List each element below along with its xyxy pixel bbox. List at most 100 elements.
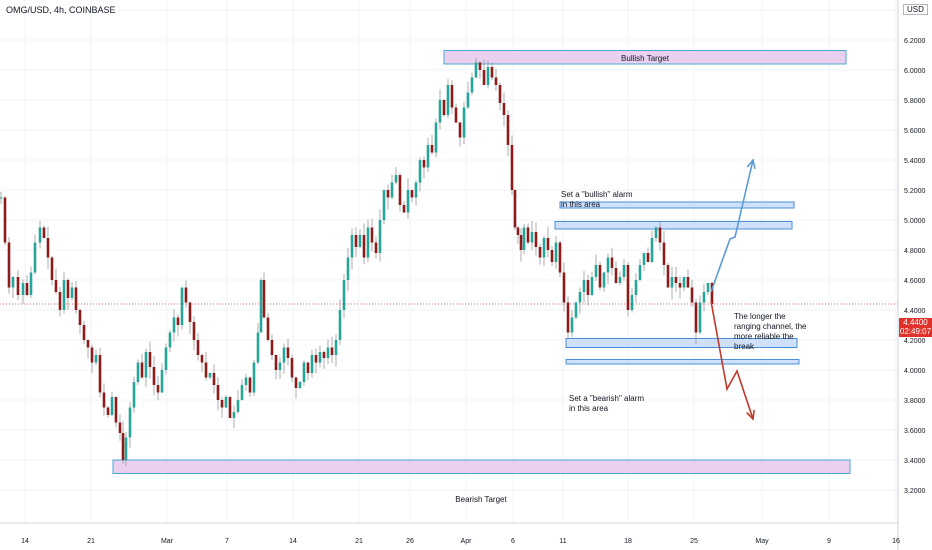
x-tick-label: 6 xyxy=(511,538,515,545)
candle-body xyxy=(382,190,386,220)
candle-body xyxy=(686,277,690,288)
candle-body xyxy=(366,227,370,258)
candle-body xyxy=(702,292,706,303)
candle-body xyxy=(342,280,346,310)
candle-body xyxy=(156,385,160,393)
candle-body xyxy=(286,347,290,358)
y-tick-label: 5.6000 xyxy=(904,128,926,135)
candle-body xyxy=(526,227,530,243)
candle-body xyxy=(98,355,102,393)
candle-body xyxy=(458,122,462,138)
candle-body xyxy=(102,392,106,408)
y-tick-label: 3.6000 xyxy=(904,428,926,435)
candle-body xyxy=(94,355,98,363)
bullish-alarm-label: Set a "bullish" alarm xyxy=(561,190,633,199)
candle-body xyxy=(650,238,654,262)
candle-body xyxy=(338,310,342,340)
candle-body xyxy=(394,175,398,183)
arrows xyxy=(710,158,756,421)
candle-body xyxy=(74,287,78,310)
candle-body xyxy=(278,362,282,370)
candle-body xyxy=(160,370,164,393)
bearish-target-zone xyxy=(112,459,851,474)
range-note-label: ranging channel, the xyxy=(734,322,807,331)
candle-body xyxy=(470,77,474,93)
candle-body xyxy=(606,257,610,273)
candle-body xyxy=(11,277,15,288)
candle-body xyxy=(610,257,614,268)
x-tick-label: 14 xyxy=(21,538,29,545)
candle-body xyxy=(378,220,382,253)
candle-body xyxy=(674,277,678,283)
y-tick-label: 4.2000 xyxy=(904,338,926,345)
candle-body xyxy=(0,197,3,199)
y-tick-label: 6.2000 xyxy=(904,38,926,45)
candle-body xyxy=(374,242,378,253)
candle-body xyxy=(478,62,482,70)
candle-body xyxy=(322,352,326,358)
candle-body xyxy=(274,355,278,370)
bearish-arrow-head xyxy=(746,409,755,421)
last-price-value: 4.4400 xyxy=(903,318,928,327)
candle-body xyxy=(114,397,118,423)
candle-body xyxy=(574,302,578,318)
candle-body xyxy=(290,358,294,378)
range-note-label: The longer the xyxy=(734,312,786,321)
candle-body xyxy=(578,292,582,303)
candle-body xyxy=(510,145,514,190)
candle-body xyxy=(598,265,602,288)
candle-body xyxy=(208,373,212,378)
candle-body xyxy=(196,340,200,355)
candle-body xyxy=(184,287,188,303)
y-tick-label: 4.4000 xyxy=(904,308,926,315)
x-tick-label: 18 xyxy=(624,538,632,545)
bearish-arrow xyxy=(710,300,754,420)
candle-body xyxy=(232,412,236,418)
candle-body xyxy=(602,272,606,288)
bearish-alarm-label: in this area xyxy=(569,404,609,413)
candle-body xyxy=(482,70,486,85)
candle-body xyxy=(350,235,354,258)
currency-button[interactable]: USD xyxy=(903,4,928,15)
candle-body xyxy=(144,352,148,378)
candle-body xyxy=(148,352,152,367)
bearish-alarm-zone xyxy=(565,359,800,365)
candle-body xyxy=(152,367,156,385)
candle-body xyxy=(362,235,366,258)
candle-body xyxy=(530,232,534,243)
candle-body xyxy=(172,317,176,333)
y-tick-label: 4.6000 xyxy=(904,278,926,285)
candle-body xyxy=(252,362,256,393)
candle-body xyxy=(358,235,362,247)
candle-body xyxy=(248,377,252,393)
candle-body xyxy=(29,272,33,295)
y-tick-label: 6.0000 xyxy=(904,68,926,75)
grid xyxy=(0,0,898,523)
candle-body xyxy=(513,190,517,228)
candle-body xyxy=(90,347,94,363)
candle-body xyxy=(42,227,46,238)
candle-body xyxy=(682,277,686,288)
candle-body xyxy=(642,253,646,265)
candle-body xyxy=(522,227,526,250)
candle-body xyxy=(386,190,390,198)
candle-body xyxy=(124,437,128,460)
candle-body xyxy=(370,227,374,243)
bearish-alarm-label: Set a "bearish" alarm xyxy=(569,394,644,403)
y-tick-label: 4.0000 xyxy=(904,368,926,375)
candle-body xyxy=(466,92,470,108)
candle-body xyxy=(50,257,54,280)
candle-body xyxy=(220,400,224,408)
candle-body xyxy=(7,242,11,288)
candle-body xyxy=(25,283,29,295)
candle-body xyxy=(256,332,260,363)
candle-body xyxy=(710,283,714,304)
candle-body xyxy=(228,397,232,418)
x-tick-label: 11 xyxy=(559,538,566,545)
zones xyxy=(112,50,851,474)
candle-body xyxy=(118,422,122,433)
candle-body xyxy=(21,283,25,295)
candle-body xyxy=(318,352,322,363)
